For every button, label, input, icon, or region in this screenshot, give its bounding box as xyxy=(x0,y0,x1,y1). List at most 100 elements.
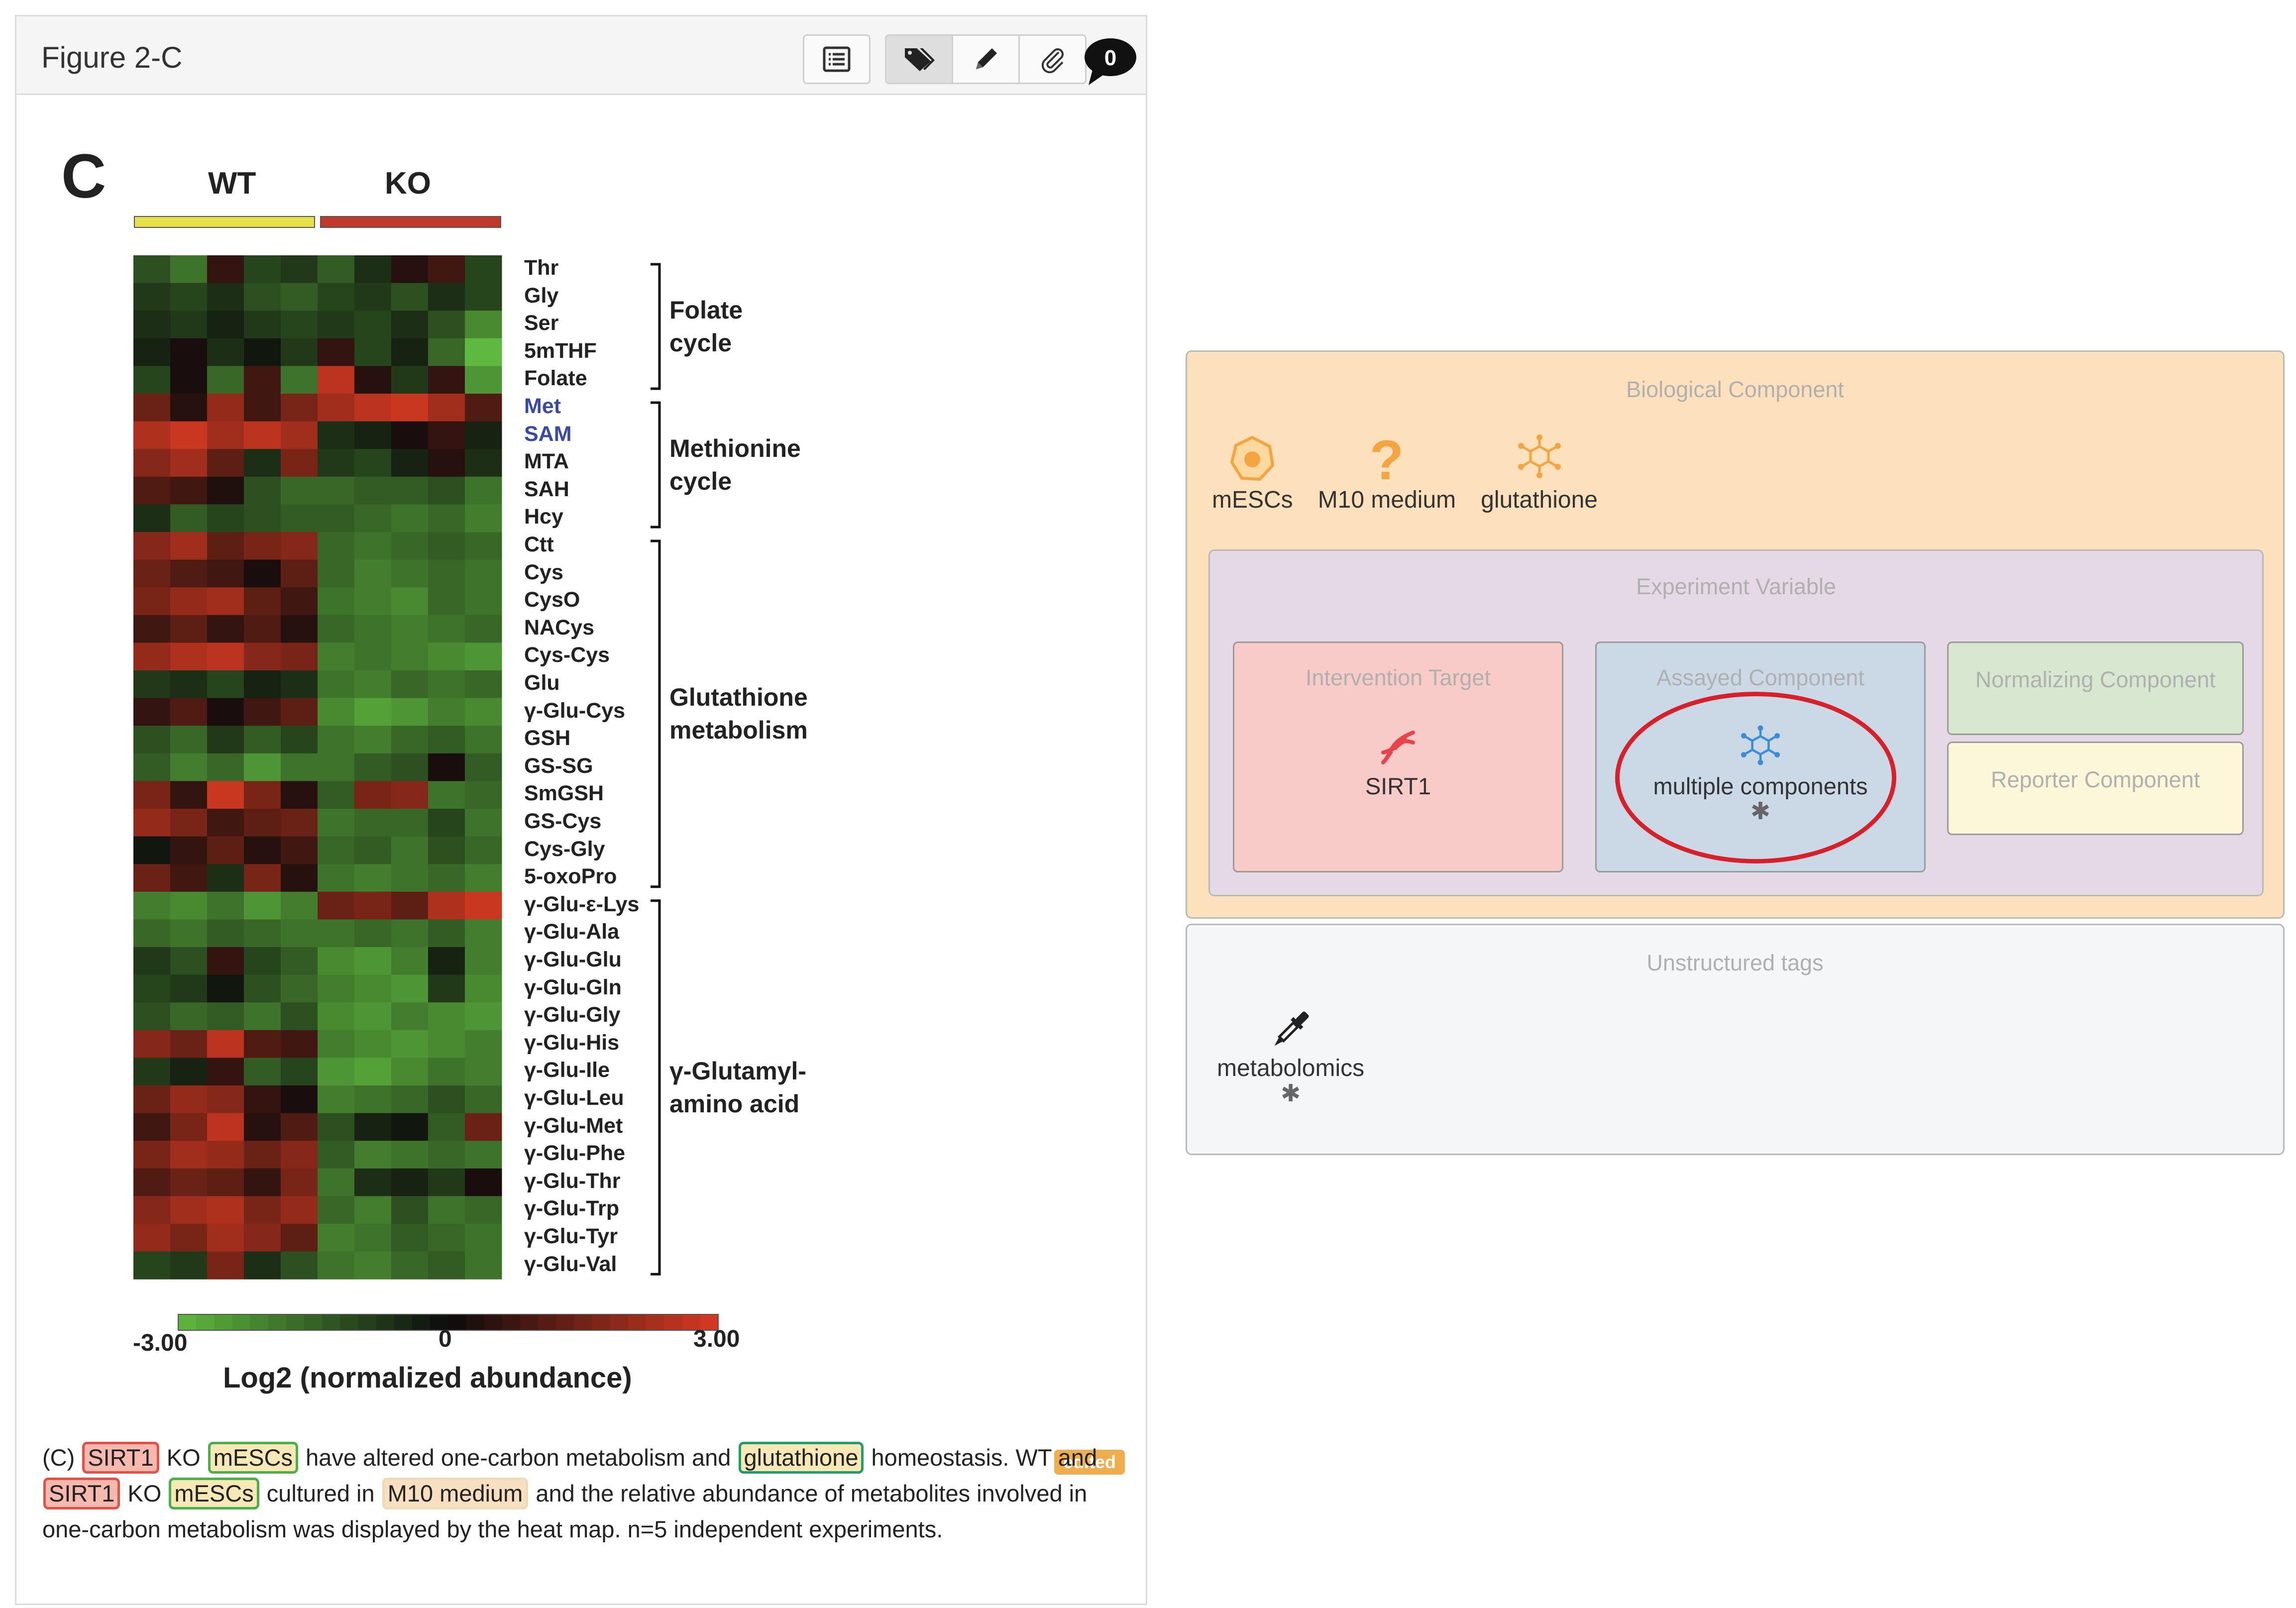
heatmap-cell xyxy=(244,1251,281,1280)
heatmap-cell xyxy=(391,587,429,616)
heatmap-cell xyxy=(428,1196,465,1224)
heatmap-cell xyxy=(465,394,502,422)
comment-button[interactable]: 0 xyxy=(1082,35,1141,90)
assayed-item-multiple-components[interactable]: multiple components ✱ xyxy=(1597,723,1924,824)
heatmap-cell xyxy=(465,504,502,533)
heatmap-cell xyxy=(244,726,281,754)
heatmap-cell xyxy=(244,698,281,726)
heatmap-cell xyxy=(281,974,318,1003)
pencil-icon xyxy=(976,48,997,69)
heatmap-cell xyxy=(207,643,244,671)
metabolite-label: 5-oxoPro xyxy=(524,864,617,889)
heatmap-cell xyxy=(465,421,502,449)
heatmap-cell xyxy=(318,781,355,809)
tag-glutathione[interactable]: glutathione xyxy=(738,1442,864,1474)
heatmap-cell xyxy=(354,947,392,975)
heatmap-cell xyxy=(354,476,392,505)
heatmap-cell xyxy=(133,449,171,477)
heatmap-cell xyxy=(170,836,208,864)
reporter-component-box[interactable]: Reporter Component xyxy=(1947,742,2244,835)
scale-step xyxy=(484,1314,503,1330)
heatmap-cell xyxy=(428,615,465,643)
assayed-component-box[interactable]: Assayed Component multiple components ✱ xyxy=(1595,642,1926,872)
heatmap-cell xyxy=(244,947,281,975)
heatmap-cell xyxy=(207,1030,244,1058)
tag-sirt1[interactable]: SIRT1 xyxy=(43,1478,120,1509)
heatmap-cell xyxy=(428,781,465,809)
heatmap-cell xyxy=(391,670,429,699)
bio-item-glutathione[interactable]: glutathione xyxy=(1481,431,1598,514)
heatmap-cell xyxy=(281,919,318,948)
heatmap-cell xyxy=(465,753,502,781)
scale-step xyxy=(412,1314,431,1330)
tag-button[interactable] xyxy=(886,36,953,83)
edit-button[interactable] xyxy=(953,36,1020,83)
heatmap-cell xyxy=(133,1030,171,1058)
tag-m10-medium[interactable]: M10 medium xyxy=(382,1478,529,1509)
heatmap-cell xyxy=(318,311,355,339)
tag-mescs[interactable]: mESCs xyxy=(208,1442,299,1474)
metabolite-label: SAH xyxy=(524,477,569,501)
heatmap-cell xyxy=(354,670,392,699)
heatmap-cell xyxy=(170,643,208,671)
heatmap-cell xyxy=(170,1168,208,1196)
heatmap-cell xyxy=(244,919,281,948)
heatmap-cell xyxy=(428,1058,465,1086)
heatmap-cell xyxy=(170,255,208,284)
tag-sirt1[interactable]: SIRT1 xyxy=(82,1442,159,1474)
heatmap-cell xyxy=(428,1141,465,1169)
heatmap-cell xyxy=(133,670,171,699)
heatmap-cell xyxy=(465,781,502,809)
heatmap-cell xyxy=(207,1224,244,1252)
bracket-label: γ-Glutamyl- amino acid xyxy=(669,1057,807,1118)
bracket-line xyxy=(651,263,661,390)
unstructured-tags-panel: Unstructured tags metabolomics ✱ xyxy=(1186,924,2285,1155)
heatmap-cell xyxy=(207,891,244,920)
heatmap-cell xyxy=(318,698,355,726)
heatmap-cell xyxy=(428,1002,465,1031)
heatmap-cell xyxy=(281,421,318,449)
heatmap-cell xyxy=(170,1113,208,1141)
metabolite-label: GS-SG xyxy=(524,753,593,778)
heatmap-cell xyxy=(207,283,244,311)
heatmap-cell xyxy=(428,587,465,616)
heatmap-cell xyxy=(428,809,465,837)
normalizing-component-box[interactable]: Normalizing Component xyxy=(1947,642,2244,735)
heatmap-cell xyxy=(133,255,171,284)
heatmap-cell xyxy=(354,726,392,754)
comment-count: 0 xyxy=(1104,46,1116,70)
heatmap-cell xyxy=(428,1113,465,1141)
heatmap-cell xyxy=(207,753,244,781)
heatmap-cell xyxy=(318,1058,355,1086)
heatmap-cell xyxy=(318,643,355,671)
heatmap-cell xyxy=(170,947,208,975)
heatmap-cell xyxy=(207,1141,244,1169)
heatmap-cell xyxy=(207,947,244,975)
tag-mescs[interactable]: mESCs xyxy=(169,1478,259,1509)
heatmap-cell xyxy=(391,891,429,920)
heatmap-cell xyxy=(207,311,244,339)
attach-button[interactable] xyxy=(1020,36,1085,83)
heatmap-cell xyxy=(207,366,244,394)
heatmap-cell xyxy=(170,559,208,588)
heatmap-cell xyxy=(354,1251,392,1280)
intervention-target-box[interactable]: Intervention Target SIRT1 xyxy=(1233,642,1563,872)
heatmap-cell xyxy=(354,449,392,477)
tag-item-metabolomics[interactable]: metabolomics ✱ xyxy=(1217,1005,1364,1106)
intervention-item-sirt1[interactable]: SIRT1 xyxy=(1234,723,1562,800)
list-icon xyxy=(823,46,851,72)
list-view-button[interactable] xyxy=(803,34,871,84)
heatmap-cell xyxy=(354,1141,392,1169)
bio-item-mescs[interactable]: mESCs xyxy=(1212,431,1293,514)
metabolite-label: γ-Glu-Cys xyxy=(524,698,626,723)
heatmap-cell xyxy=(318,974,355,1003)
heatmap-cell xyxy=(170,1196,208,1224)
heatmap-cell xyxy=(207,338,244,366)
heatmap-cell xyxy=(428,753,465,781)
bio-item-label: M10 medium xyxy=(1317,487,1456,513)
heatmap-cell xyxy=(244,311,281,339)
caption-text: and the relative abundance of metabolite… xyxy=(42,1480,1088,1542)
heatmap-cell xyxy=(391,394,429,422)
bio-item-m10-medium[interactable]: ? M10 medium xyxy=(1318,431,1456,514)
heatmap-cell xyxy=(281,1058,318,1086)
